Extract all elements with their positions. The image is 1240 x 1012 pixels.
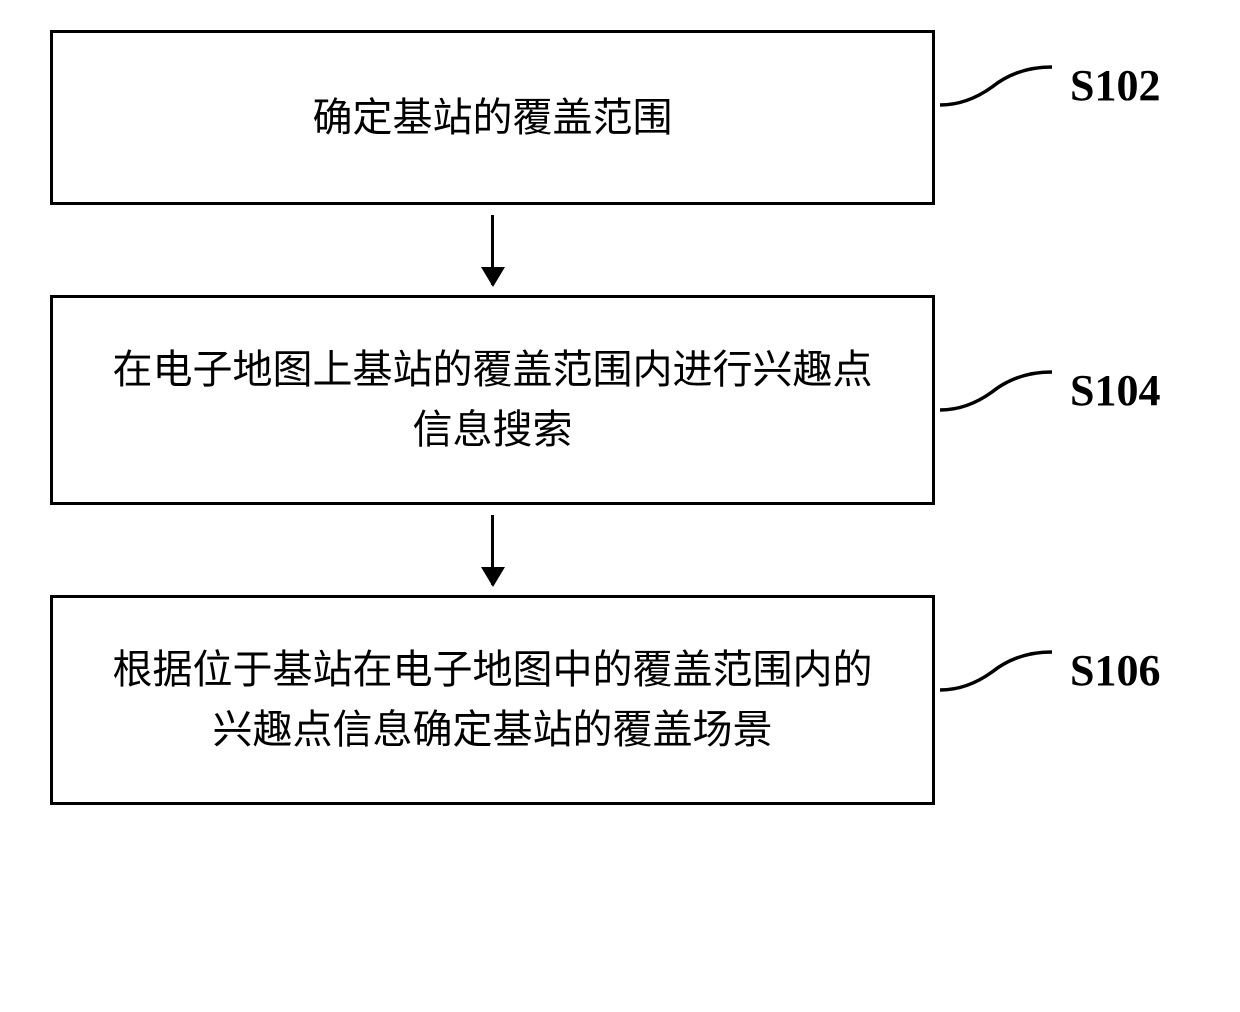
step-2-label-container: S104 — [937, 350, 1160, 430]
step-1-label-container: S102 — [937, 45, 1160, 125]
flowchart-step-2: 在电子地图上基站的覆盖范围内进行兴趣点信息搜索 — [50, 295, 935, 505]
flowchart-step-3: 根据位于基站在电子地图中的覆盖范围内的兴趣点信息确定基站的覆盖场景 — [50, 595, 935, 805]
step-3-label-container: S106 — [937, 630, 1160, 710]
step-3-text: 根据位于基站在电子地图中的覆盖范围内的兴趣点信息确定基站的覆盖场景 — [93, 640, 892, 760]
step-2-label: S104 — [1070, 365, 1160, 416]
step-2-text: 在电子地图上基站的覆盖范围内进行兴趣点信息搜索 — [93, 340, 892, 460]
arrow-1-container — [50, 205, 935, 295]
connector-curve-icon — [937, 45, 1062, 125]
flowchart-container: 确定基站的覆盖范围 S102 在电子地图上基站的覆盖范围内进行兴趣点信息搜索 S… — [50, 30, 1190, 805]
connector-curve-icon — [937, 350, 1062, 430]
flowchart-step-1: 确定基站的覆盖范围 — [50, 30, 935, 205]
arrow-down-icon — [491, 215, 494, 285]
connector-curve-icon — [937, 630, 1062, 710]
step-1-text: 确定基站的覆盖范围 — [313, 88, 673, 148]
step-1-label: S102 — [1070, 60, 1160, 111]
arrow-2-container — [50, 505, 935, 595]
step-3-label: S106 — [1070, 645, 1160, 696]
arrow-down-icon — [491, 515, 494, 585]
